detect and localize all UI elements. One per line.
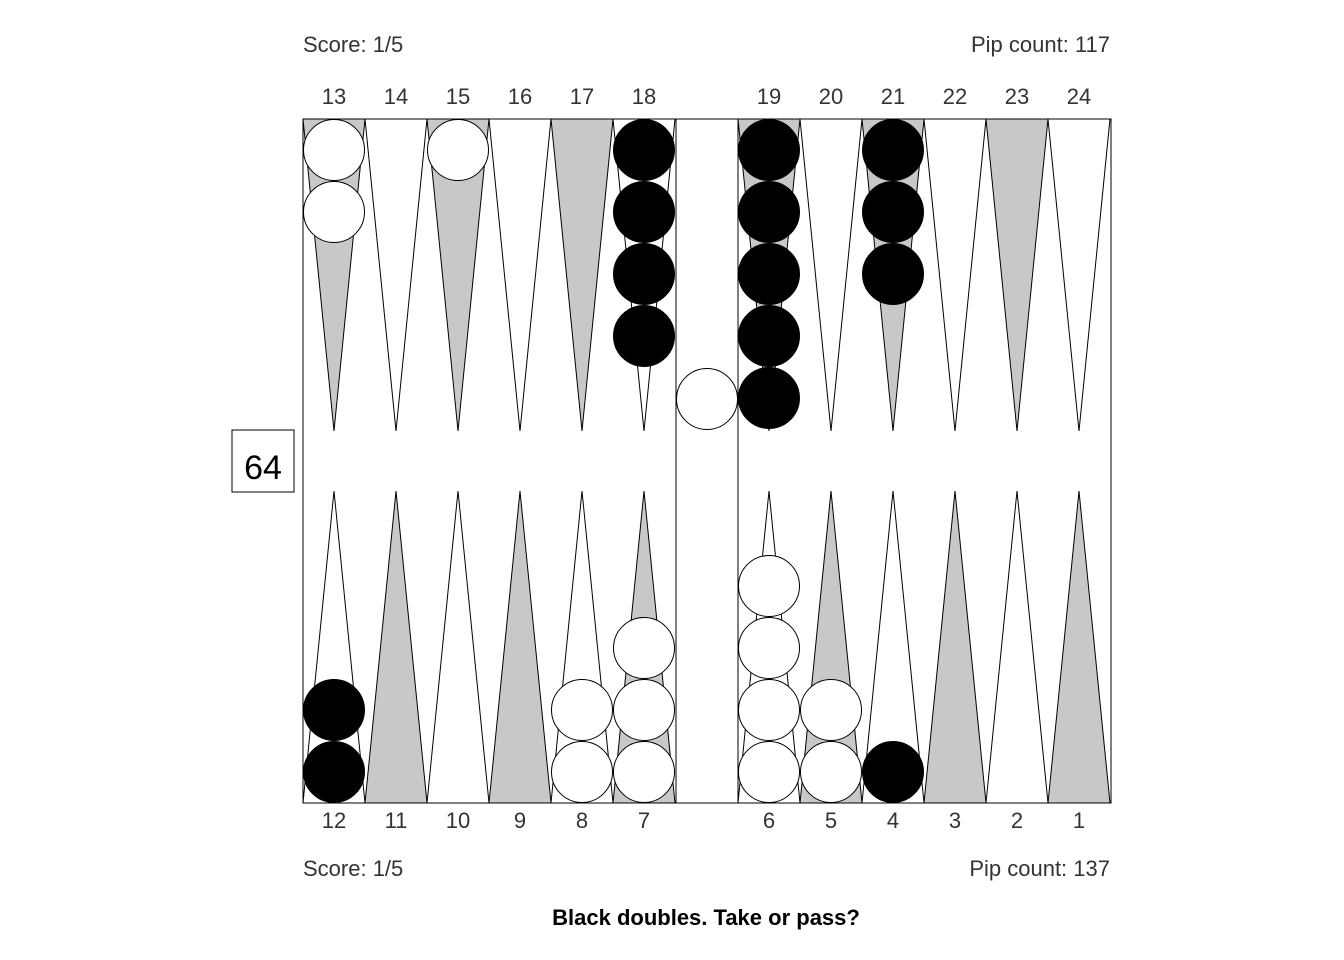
black-checker[interactable]: [862, 243, 924, 305]
point-9[interactable]: [488, 490, 552, 804]
white-checker-on-bar[interactable]: [676, 368, 738, 430]
black-checker[interactable]: [738, 367, 800, 429]
white-checker[interactable]: [800, 741, 862, 803]
point-11[interactable]: [364, 490, 428, 804]
black-checker[interactable]: [303, 679, 365, 741]
bottom-point-label: 8: [576, 808, 588, 833]
white-checker[interactable]: [613, 679, 675, 741]
point-14[interactable]: [364, 118, 428, 432]
bottom-point-label: 9: [514, 808, 526, 833]
black-checker[interactable]: [862, 119, 924, 181]
point-16[interactable]: [488, 118, 552, 432]
black-checker[interactable]: [613, 243, 675, 305]
top-pip-count: Pip count: 117: [971, 32, 1110, 57]
black-checker[interactable]: [303, 741, 365, 803]
top-point-label: 24: [1067, 84, 1091, 109]
white-checker[interactable]: [427, 119, 489, 181]
bottom-pip-count: Pip count: 137: [969, 856, 1110, 881]
black-checker[interactable]: [613, 181, 675, 243]
black-checker[interactable]: [738, 243, 800, 305]
white-checker[interactable]: [738, 617, 800, 679]
point-3[interactable]: [923, 490, 987, 804]
point-2[interactable]: [985, 490, 1049, 804]
black-checker[interactable]: [738, 119, 800, 181]
white-checker[interactable]: [303, 181, 365, 243]
bottom-point-label: 2: [1011, 808, 1023, 833]
white-checker[interactable]: [613, 741, 675, 803]
checkers-layer: [303, 119, 924, 803]
bottom-point-labels: 12 11 10 9 8 7 6 5 4 3 2 1: [322, 808, 1085, 833]
bottom-point-label: 1: [1073, 808, 1085, 833]
top-point-label: 14: [384, 84, 408, 109]
top-point-label: 16: [508, 84, 532, 109]
white-checker[interactable]: [738, 679, 800, 741]
top-point-labels: 13 14 15 16 17 18 19 20 21 22 23 24: [322, 84, 1091, 109]
bar[interactable]: [675, 118, 739, 804]
bottom-point-label: 10: [446, 808, 470, 833]
black-checker[interactable]: [738, 181, 800, 243]
point-1[interactable]: [1047, 490, 1111, 804]
black-checker[interactable]: [613, 119, 675, 181]
bottom-point-label: 6: [763, 808, 775, 833]
white-checker[interactable]: [303, 119, 365, 181]
point-22[interactable]: [923, 118, 987, 432]
bottom-point-label: 11: [385, 808, 408, 833]
white-checker[interactable]: [613, 617, 675, 679]
point-17[interactable]: [550, 118, 614, 432]
point-24[interactable]: [1047, 118, 1111, 432]
black-checker[interactable]: [738, 305, 800, 367]
bottom-point-label: 4: [887, 808, 899, 833]
bottom-score: Score: 1/5: [303, 856, 403, 881]
black-checker[interactable]: [613, 305, 675, 367]
top-point-label: 15: [446, 84, 470, 109]
white-checker[interactable]: [738, 555, 800, 617]
top-point-label: 21: [881, 84, 905, 109]
point-10[interactable]: [426, 490, 490, 804]
top-score: Score: 1/5: [303, 32, 403, 57]
doubling-cube-box[interactable]: [231, 429, 295, 493]
top-point-label: 19: [757, 84, 781, 109]
white-checker[interactable]: [551, 679, 613, 741]
top-point-label: 23: [1005, 84, 1029, 109]
white-checker[interactable]: [800, 679, 862, 741]
top-point-label: 17: [570, 84, 594, 109]
point-23[interactable]: [985, 118, 1049, 432]
bottom-point-label: 3: [949, 808, 961, 833]
question-text: Black doubles. Take or pass?: [552, 905, 860, 930]
black-checker[interactable]: [862, 741, 924, 803]
bottom-point-label: 12: [322, 808, 346, 833]
white-checker[interactable]: [551, 741, 613, 803]
bottom-point-label: 7: [638, 808, 650, 833]
doubling-cube[interactable]: 64: [231, 429, 295, 493]
doubling-cube-value: 64: [244, 449, 282, 487]
bottom-point-label: 5: [825, 808, 837, 833]
top-point-label: 20: [819, 84, 843, 109]
point-20[interactable]: [799, 118, 863, 432]
top-point-label: 18: [632, 84, 656, 109]
top-point-label: 22: [943, 84, 967, 109]
white-checker[interactable]: [738, 741, 800, 803]
black-checker[interactable]: [862, 181, 924, 243]
top-point-label: 13: [322, 84, 346, 109]
